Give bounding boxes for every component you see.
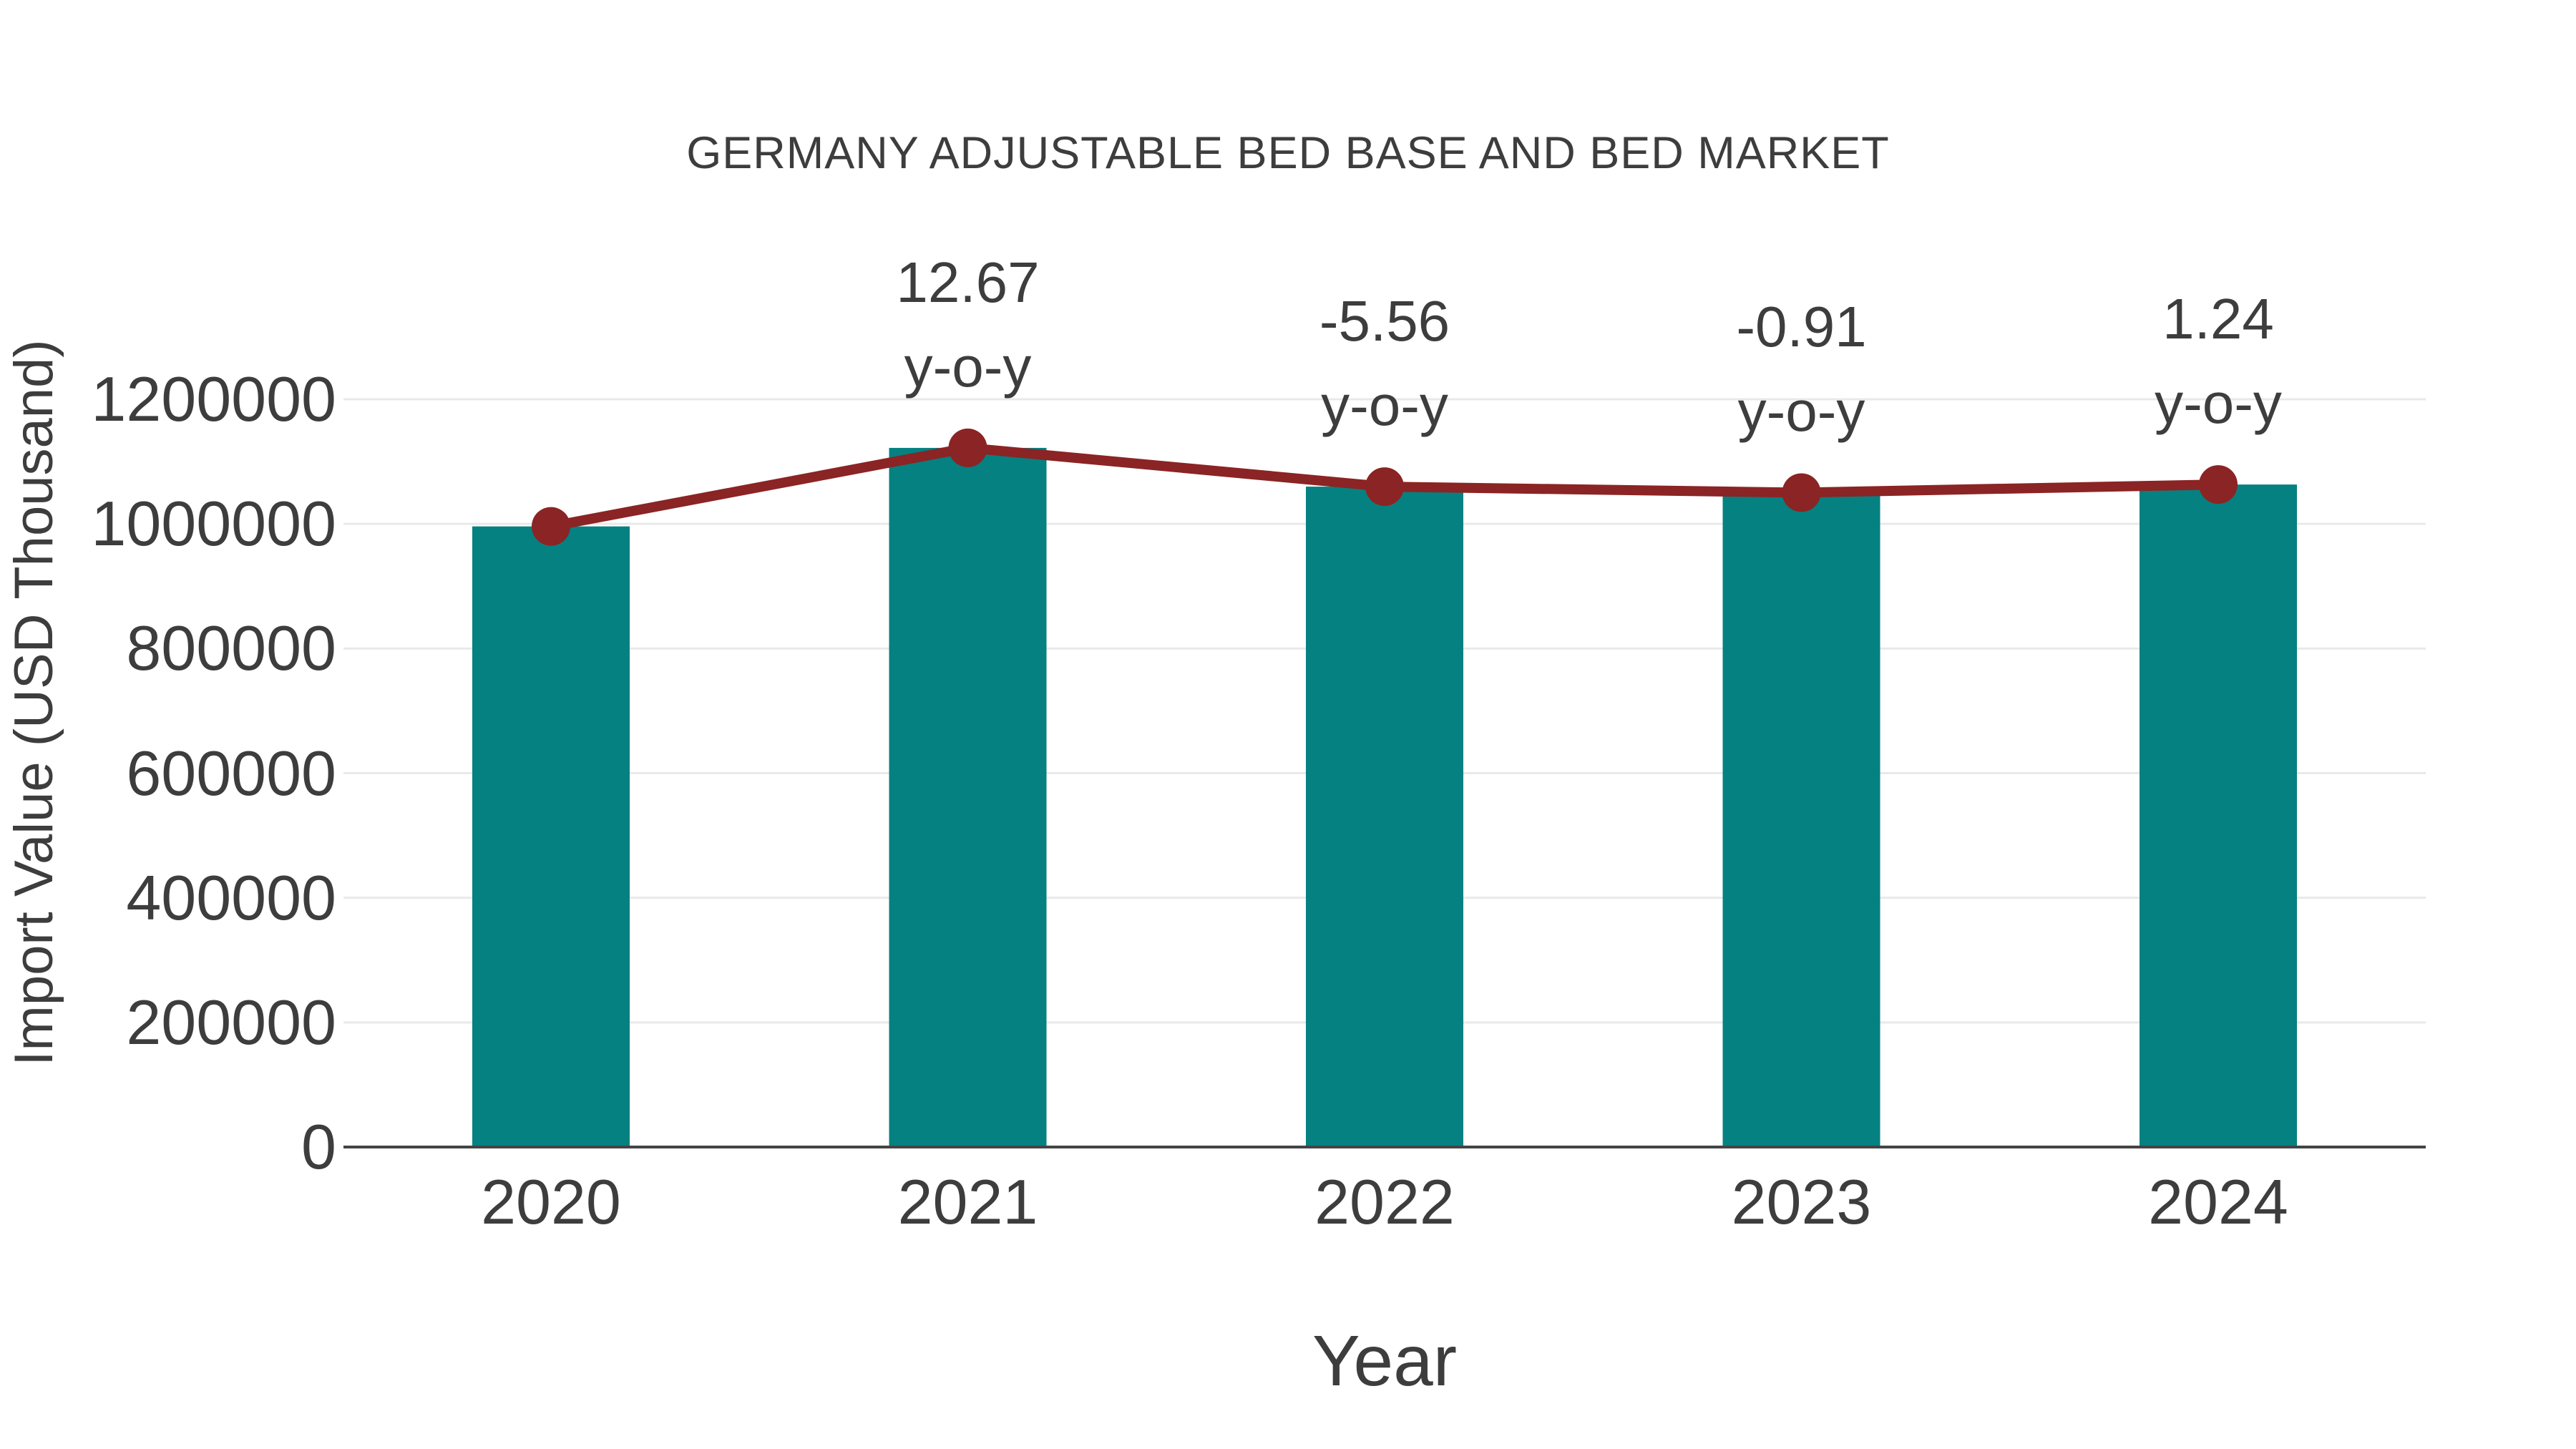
y-tick-label-200000: 200000 (126, 986, 336, 1058)
bar-2020 (472, 526, 630, 1147)
yoy-annotation-2024: 1.24 y-o-y (2032, 277, 2404, 446)
x-tick-label-2020: 2020 (481, 1166, 621, 1237)
marker-2020 (532, 507, 570, 546)
yoy-suffix-2023: y-o-y (1737, 379, 1865, 444)
x-tick-label-2021: 2021 (897, 1166, 1038, 1237)
yoy-value-2022: -5.56 (1319, 289, 1450, 353)
chart-title: GERMANY ADJUSTABLE BED BASE AND BED MARK… (686, 128, 1890, 178)
yoy-annotation-2021: 12.67 y-o-y (782, 240, 1154, 409)
x-tick-label-2024: 2024 (2148, 1166, 2288, 1237)
marker-2021 (948, 428, 987, 467)
x-tick-label-2023: 2023 (1731, 1166, 1872, 1237)
yoy-value-2024: 1.24 (2162, 287, 2274, 351)
y-tick-label-800000: 800000 (126, 613, 336, 684)
yoy-suffix-2021: y-o-y (904, 334, 1032, 399)
yoy-suffix-2024: y-o-y (2155, 371, 2282, 436)
y-tick-label-0: 0 (301, 1111, 336, 1182)
yoy-annotation-2022: -5.56 y-o-y (1199, 279, 1571, 448)
bar-2021 (889, 447, 1047, 1147)
marker-2022 (1365, 467, 1404, 507)
y-tick-label-1200000: 1200000 (91, 364, 336, 434)
x-tick-label-2022: 2022 (1314, 1166, 1455, 1237)
bar-2024 (2140, 484, 2297, 1147)
bar-2023 (1722, 492, 1880, 1147)
y-tick-label-600000: 600000 (126, 737, 336, 809)
y-tick-label-400000: 400000 (126, 862, 336, 933)
yoy-annotation-2023: -0.91 y-o-y (1616, 285, 1988, 454)
x-axis-title: Year (1312, 1321, 1458, 1401)
yoy-suffix-2022: y-o-y (1321, 374, 1448, 438)
marker-2023 (1782, 473, 1821, 512)
bar-2022 (1306, 487, 1463, 1147)
yoy-value-2021: 12.67 (896, 250, 1040, 314)
yoy-value-2023: -0.91 (1736, 295, 1867, 359)
marker-2024 (2199, 465, 2238, 504)
y-tick-label-1000000: 1000000 (91, 488, 336, 560)
